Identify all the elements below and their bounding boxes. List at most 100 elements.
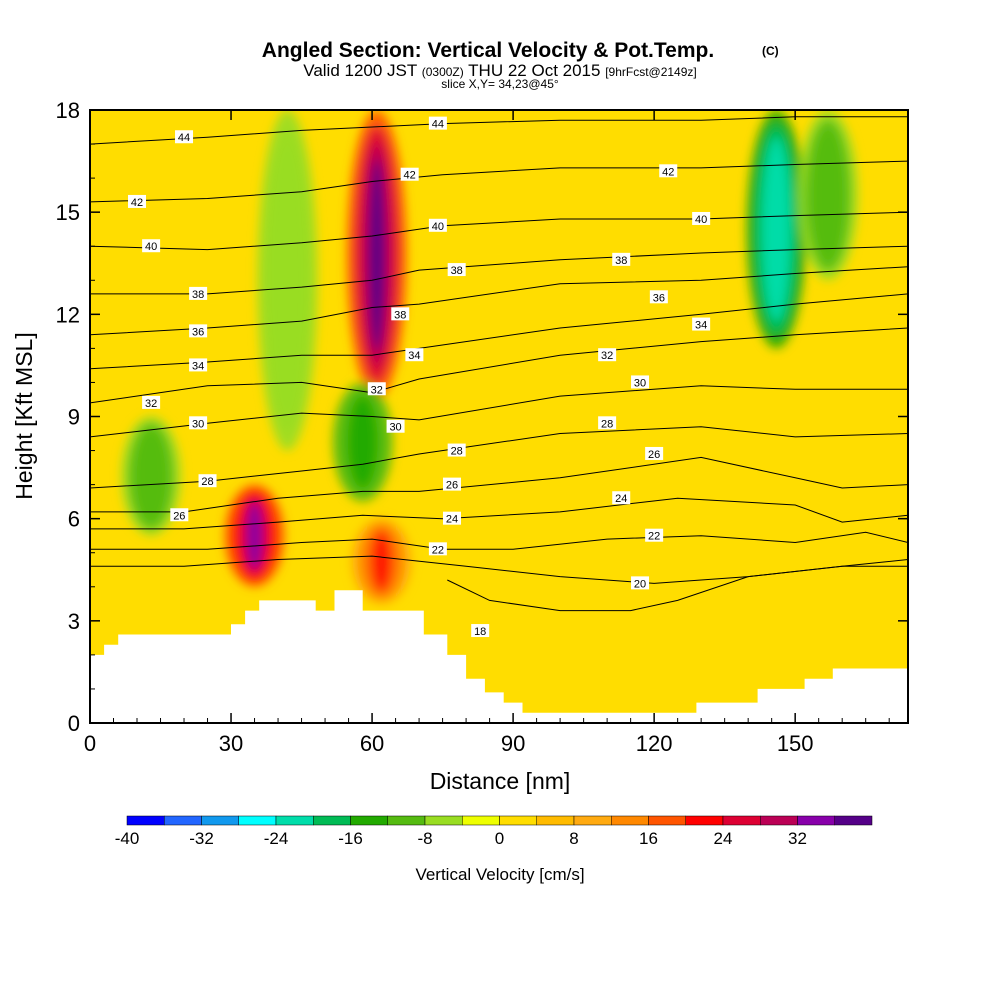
isentrope-38 bbox=[90, 245, 908, 295]
contour-label-box bbox=[447, 443, 466, 457]
contour-label-text: 42 bbox=[131, 197, 143, 209]
contour-label-text: 24 bbox=[615, 493, 627, 505]
contour-label-box bbox=[386, 419, 405, 433]
contour-label-24: 24 bbox=[442, 511, 461, 526]
contour-label-32: 32 bbox=[367, 382, 386, 396]
contour-label-40: 40 bbox=[428, 218, 447, 233]
contour-label-text: 28 bbox=[601, 418, 613, 430]
contour-label-26: 26 bbox=[170, 508, 189, 522]
contour-label-30: 30 bbox=[631, 375, 650, 389]
colorbar-swatch bbox=[126, 815, 165, 826]
y-tick-label: 15 bbox=[56, 200, 80, 225]
contour-label-box bbox=[189, 324, 208, 338]
colorbar-swatch bbox=[387, 815, 426, 826]
updraft-cell-0-level-3 bbox=[368, 158, 385, 351]
contour-label-28: 28 bbox=[598, 416, 617, 430]
terrain bbox=[90, 590, 908, 723]
contour-label-text: 18 bbox=[474, 626, 486, 638]
contour-label-box bbox=[400, 167, 419, 181]
contour-label-30: 30 bbox=[386, 419, 405, 434]
contour-label-text: 34 bbox=[192, 360, 204, 372]
x-tick-label: 90 bbox=[501, 731, 525, 756]
contour-label-box bbox=[649, 290, 668, 304]
contour-labels: 44 42 40 38 36 34 32 30 28 26 44 42 40 38 38 34 32 30 28 26… bbox=[128, 116, 711, 638]
colorbar-tick-label: -16 bbox=[338, 829, 363, 848]
colorbar-swatch bbox=[760, 815, 798, 826]
contour-label-text: 22 bbox=[648, 531, 660, 543]
contour-label-box bbox=[142, 395, 161, 409]
contour-label-34: 34 bbox=[405, 348, 424, 362]
colorbar-swatch bbox=[834, 815, 873, 826]
colorbar-swatch bbox=[722, 815, 761, 826]
x-axis-label: Distance [nm] bbox=[430, 768, 571, 794]
contour-label-text: 32 bbox=[145, 398, 157, 410]
contour-label-box bbox=[198, 474, 217, 488]
y-tick-label: 6 bbox=[68, 507, 80, 532]
contour-label-38: 38 bbox=[447, 263, 466, 277]
colorbar-title: Vertical Velocity [cm/s] bbox=[415, 865, 584, 884]
contour-label-text: 42 bbox=[404, 170, 416, 182]
colorbar-swatch bbox=[238, 815, 277, 826]
contour-label-40: 40 bbox=[692, 211, 711, 226]
chart-subtitle: Valid 1200 JST (0300Z) THU 22 Oct 2015 [… bbox=[303, 61, 697, 80]
contour-label-38: 38 bbox=[612, 252, 631, 267]
colorbar-swatch bbox=[275, 815, 314, 826]
y-tick-label: 9 bbox=[68, 405, 80, 430]
downdraft-cell-7-level-3 bbox=[820, 138, 837, 252]
contour-label-text: 28 bbox=[201, 476, 213, 488]
terrain-mask bbox=[90, 590, 908, 723]
contour-label-38: 38 bbox=[391, 307, 410, 321]
contour-label-text: 36 bbox=[192, 326, 204, 338]
isentrope-42 bbox=[90, 160, 908, 203]
subtitle-date: THU 22 Oct 2015 bbox=[468, 61, 600, 80]
contour-label-22: 22 bbox=[428, 542, 447, 556]
subtitle-utc: (0300Z) bbox=[422, 65, 464, 79]
contour-label-box bbox=[447, 263, 466, 277]
colorbar-swatch bbox=[462, 815, 500, 826]
contour-label-38: 38 bbox=[189, 286, 208, 301]
isentrope-26 bbox=[90, 456, 908, 513]
isentrope-20 bbox=[90, 555, 908, 584]
isentrope-28 bbox=[90, 426, 908, 489]
contour-label-box bbox=[471, 624, 490, 638]
contour-label-box bbox=[612, 252, 631, 266]
isentrope-36 bbox=[90, 266, 908, 336]
colorbar-swatch bbox=[648, 815, 686, 826]
colorbar-swatch bbox=[797, 815, 835, 826]
colorbar-swatch bbox=[685, 815, 724, 826]
contour-label-box bbox=[391, 307, 410, 321]
colorbar-tick-label: 8 bbox=[569, 829, 578, 848]
contour-label-18: 18 bbox=[471, 624, 490, 638]
contour-label-box bbox=[598, 348, 617, 362]
colorbar-swatch bbox=[611, 815, 649, 826]
chart-title-block: Angled Section: Vertical Velocity & Pot.… bbox=[262, 39, 779, 91]
contour-label-22: 22 bbox=[645, 528, 664, 543]
colorbar-swatch bbox=[573, 815, 612, 826]
contour-label-text: 34 bbox=[408, 350, 420, 362]
contour-label-box bbox=[631, 375, 650, 389]
contour-label-26: 26 bbox=[442, 477, 461, 492]
contour-label-26: 26 bbox=[645, 446, 664, 461]
y-tick-label: 12 bbox=[56, 302, 80, 327]
downdraft-cell-3-level-3 bbox=[354, 402, 371, 482]
y-tick-label: 0 bbox=[68, 711, 80, 736]
contour-label-text: 24 bbox=[446, 514, 458, 526]
contour-label-28: 28 bbox=[447, 443, 466, 458]
contour-label-42: 42 bbox=[659, 164, 678, 178]
contour-label-box bbox=[189, 358, 208, 372]
contour-label-text: 30 bbox=[389, 422, 401, 434]
contour-label-text: 38 bbox=[451, 265, 463, 277]
contour-label-text: 40 bbox=[695, 214, 707, 226]
contour-label-32: 32 bbox=[142, 395, 161, 410]
contour-label-box bbox=[175, 130, 194, 144]
contour-label-text: 28 bbox=[451, 446, 463, 458]
y-axis-label: Height [Kft MSL] bbox=[11, 332, 37, 499]
contour-label-34: 34 bbox=[189, 358, 208, 372]
colorbar-swatch bbox=[350, 815, 388, 826]
contour-label-24: 24 bbox=[612, 491, 631, 505]
contour-label-box bbox=[612, 491, 631, 505]
contour-label-text: 44 bbox=[432, 119, 444, 131]
contour-label-box bbox=[128, 194, 147, 208]
contour-label-text: 30 bbox=[192, 418, 204, 430]
